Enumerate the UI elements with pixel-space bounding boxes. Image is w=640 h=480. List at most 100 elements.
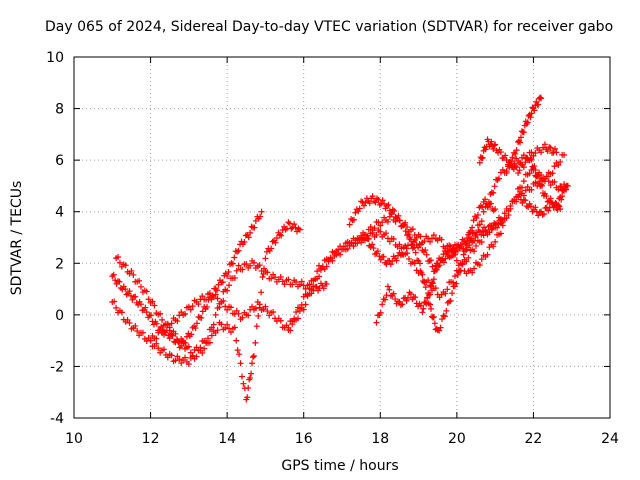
data-point [180,340,187,347]
data-point [399,251,406,258]
data-point [416,241,423,247]
data-point [143,309,150,316]
data-point [116,278,123,285]
data-point [460,245,467,252]
data-point [495,149,502,156]
data-point [429,263,436,270]
data-point [352,209,359,216]
data-point [551,163,558,170]
data-point [433,266,440,273]
data-point [488,138,495,145]
data-point [373,232,380,239]
data-point [528,186,535,193]
data-point [467,227,474,234]
data-point [264,308,271,315]
data-point [439,316,446,323]
data-point [526,170,533,177]
data-point [348,215,355,222]
data-point [413,234,420,241]
data-point [561,151,568,158]
data-point [520,129,527,136]
data-point [446,298,453,305]
data-point [109,273,116,280]
y-tick-label: 10 [46,50,64,66]
data-point [552,200,559,207]
data-point [304,291,311,298]
data-point [497,149,504,156]
data-point [545,207,552,214]
data-point [383,292,390,299]
data-point [447,297,454,304]
data-point [465,254,472,261]
data-point [382,296,389,303]
data-point [499,222,506,229]
data-point [476,228,483,235]
data-point [390,236,397,243]
data-point [244,394,251,401]
data-point [199,308,206,315]
y-tick-label: 4 [55,205,64,221]
data-point [502,152,509,159]
data-point [158,323,165,330]
data-point [224,287,231,294]
data-point [495,175,502,182]
data-point [255,312,262,319]
data-point [228,260,235,267]
data-point [337,243,344,250]
data-point [541,141,548,148]
data-point [538,181,545,188]
data-point [535,101,542,108]
data-point [459,261,466,268]
data-point [516,167,523,174]
data-point [545,178,552,185]
data-point [193,320,200,327]
data-point [323,280,330,287]
data-point [250,259,257,266]
data-point [367,223,374,230]
data-point [231,324,238,331]
data-point [185,343,192,350]
data-point [263,248,270,255]
data-point [421,279,428,286]
data-point [234,248,241,255]
data-point [296,226,303,233]
data-point [442,290,449,297]
data-point [319,263,326,270]
data-point [427,301,434,308]
data-point [264,269,271,276]
data-point [457,241,464,248]
data-point [503,170,510,177]
data-point [453,280,460,287]
data-point [333,251,340,258]
data-point [224,321,231,328]
data-point [380,253,387,260]
data-point [407,291,414,298]
data-point [204,303,211,310]
data-point [277,317,284,324]
data-point [412,249,419,256]
data-point [559,193,566,200]
data-point [270,309,277,316]
data-point [507,202,514,209]
data-point [253,323,260,330]
data-point [142,304,149,311]
data-point [277,273,284,280]
data-point [491,183,498,190]
data-point [392,218,399,225]
data-point [460,251,467,258]
data-point [421,238,428,245]
data-point [251,224,258,231]
data-point [224,273,231,280]
data-point [243,261,250,268]
data-points [109,94,571,403]
data-point [507,162,514,169]
data-point [463,258,470,265]
data-point [494,176,501,183]
data-point [256,301,263,308]
chart-title: Day 065 of 2024, Sidereal Day-to-day VTE… [45,19,613,35]
x-tick-label: 18 [371,431,389,447]
data-point [484,228,491,235]
data-point [425,277,432,284]
data-point [476,159,483,166]
data-point [199,293,206,300]
